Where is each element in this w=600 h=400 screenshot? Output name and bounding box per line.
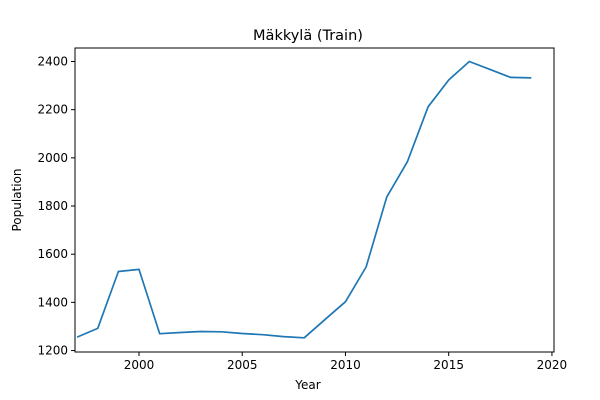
y-axis-label: Population [10, 168, 24, 231]
series-layer [76, 60, 532, 339]
series-line [76, 60, 532, 339]
y-tick-label: 1200 [37, 344, 68, 358]
y-tick-label: 1400 [37, 295, 68, 309]
chart-title: Mäkkylä (Train) [253, 28, 363, 44]
y-tick-label: 1800 [37, 199, 68, 213]
y-tick-label: 2400 [37, 54, 68, 68]
x-tick-label: 2020 [537, 358, 568, 372]
x-tick-label: 2005 [227, 358, 258, 372]
x-tick-label: 2010 [330, 358, 361, 372]
y-tick-label: 2200 [37, 103, 68, 117]
y-axis: 1200 1400 1600 1800 2000 2200 2400 [37, 54, 75, 358]
plot-area-frame [74, 47, 555, 353]
x-tick-label: 2000 [124, 358, 155, 372]
x-tick-label: 2015 [433, 358, 464, 372]
y-tick-label: 2000 [37, 151, 68, 165]
x-axis-label: Year [294, 378, 320, 392]
x-axis: 2000 2005 2010 2015 2020 [124, 352, 567, 372]
y-tick-label: 1600 [37, 247, 68, 261]
